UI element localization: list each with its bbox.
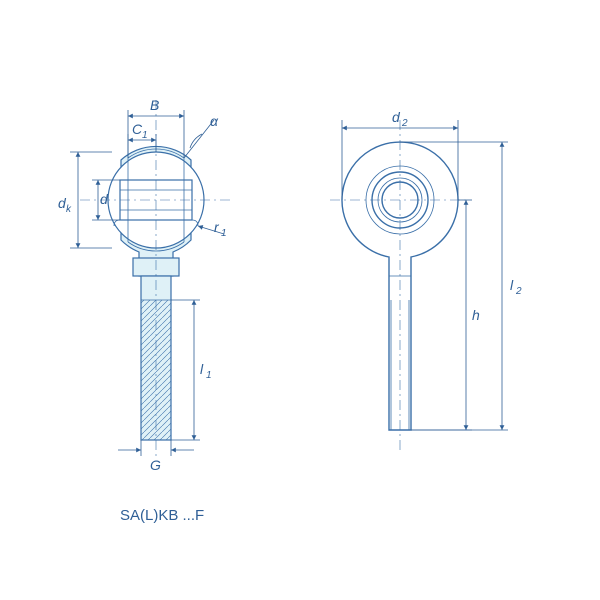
dim-l2: l	[510, 277, 514, 293]
dim-C1-sub: 1	[142, 130, 148, 141]
dim-B: B	[150, 97, 159, 113]
right-view: d 2 h l 2	[330, 109, 522, 450]
dim-d2: d	[392, 109, 401, 125]
dim-dk-sub: k	[66, 204, 72, 215]
dim-h: h	[472, 307, 480, 323]
left-view: B C 1 α d k d r 1 l 1	[58, 97, 232, 524]
tech-drawing: B C 1 α d k d r 1 l 1	[0, 0, 600, 600]
part-label: SA(L)KB ...F	[120, 507, 204, 524]
dim-d: d	[100, 191, 109, 207]
dim-G: G	[150, 457, 161, 473]
dim-l1-sub: 1	[206, 370, 212, 381]
dim-alpha: α	[210, 113, 219, 129]
dim-r1-sub: 1	[221, 228, 227, 239]
dim-l2-sub: 2	[515, 286, 522, 297]
dim-l1: l	[200, 361, 204, 377]
dim-d2-sub: 2	[401, 118, 408, 129]
